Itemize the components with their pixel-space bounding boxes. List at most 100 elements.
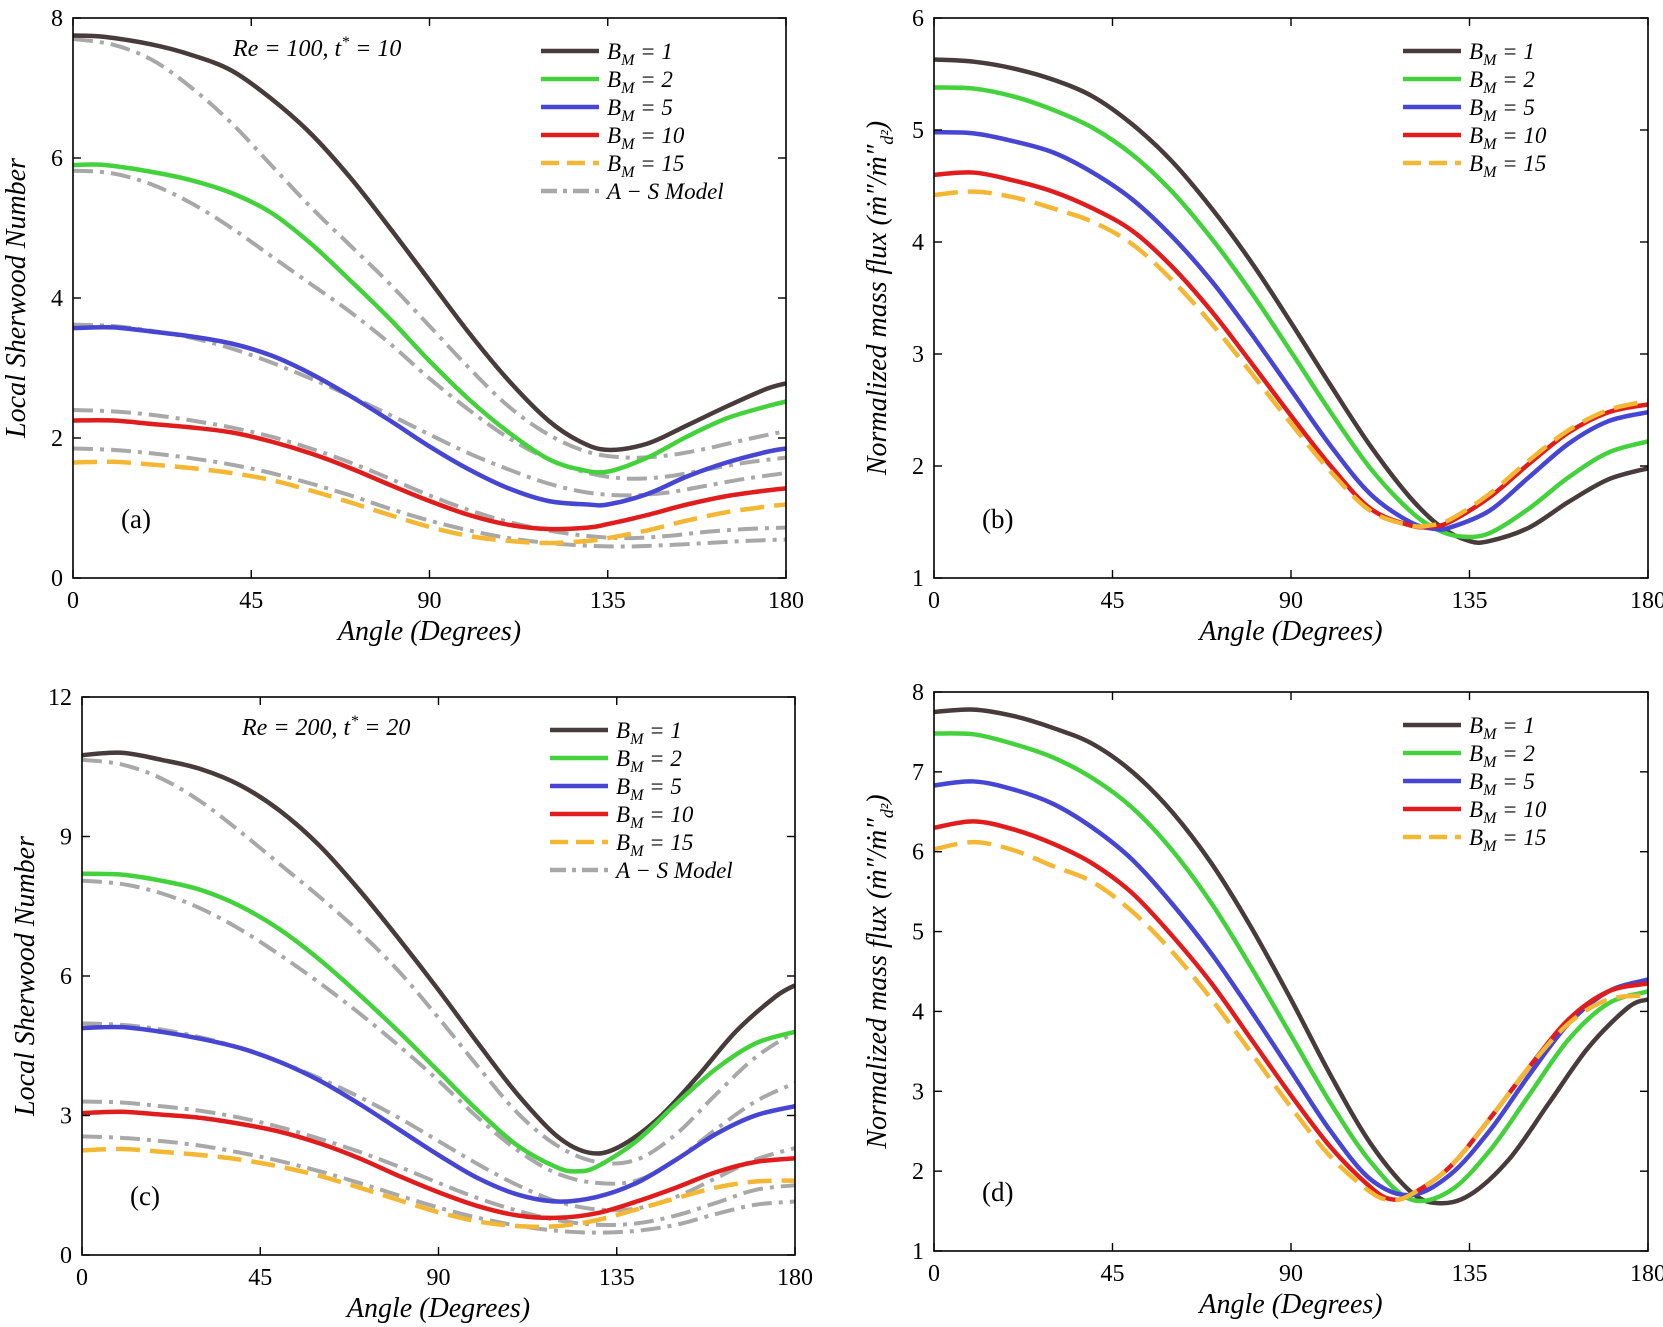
legend-label: BM = 2 (1469, 67, 1535, 97)
panel-label: (d) (982, 1177, 1013, 1207)
y-tick-label: 3 (912, 342, 924, 368)
y-tick-label: 2 (912, 454, 924, 480)
series-line-as-model (82, 878, 795, 1186)
series-line-as-model (73, 322, 786, 498)
series-group (73, 33, 786, 549)
plot-frame (933, 17, 1649, 579)
y-tick-label: 12 (48, 685, 72, 711)
legend-label: BM = 2 (607, 67, 673, 97)
x-tick-label: 135 (1452, 1261, 1488, 1287)
series-line-bm1 (934, 57, 1648, 545)
y-tick-label: 4 (912, 230, 924, 256)
x-tick-label: 90 (1279, 1261, 1303, 1287)
y-axis-label: Normalized mass flux (ṁ″/ṁ″d²) (862, 794, 897, 1149)
y-tick-label: 6 (51, 146, 63, 172)
panel-label: (a) (121, 504, 151, 534)
series-line-bm2 (82, 871, 795, 1174)
x-tick-label: 180 (1630, 588, 1663, 614)
y-tick-label: 3 (60, 1104, 72, 1130)
y-tick-label: 4 (912, 999, 924, 1025)
series-line-bm10 (73, 417, 786, 532)
parameter-annotation: Re = 200, t* = 20 (241, 713, 410, 741)
x-tick-label: 0 (928, 1261, 940, 1287)
series-line-bm1 (934, 707, 1648, 1206)
series-line-bm2 (73, 162, 786, 475)
y-tick-label: 0 (51, 566, 63, 592)
panel-label: (c) (130, 1181, 160, 1211)
x-tick-label: 180 (1630, 1261, 1663, 1287)
x-axis-label: Angle (Degrees) (1197, 616, 1382, 647)
y-tick-label: 3 (912, 1079, 924, 1105)
series-line-bm15 (73, 459, 786, 546)
y-tick-label: 4 (51, 286, 63, 312)
legend-label: BM = 15 (1469, 151, 1546, 181)
legend-label: BM = 10 (616, 802, 694, 832)
plot-frame (933, 691, 1649, 1252)
x-tick-label: 135 (599, 1265, 635, 1291)
y-axis-label: Local Sherwood Number (10, 836, 41, 1117)
legend-label: BM = 10 (607, 123, 685, 153)
y-tick-label: 7 (912, 760, 924, 786)
legend-label: BM = 15 (616, 830, 693, 860)
series-line-as-model (73, 168, 786, 481)
legend-label: BM = 5 (616, 774, 682, 804)
x-tick-label: 0 (928, 588, 940, 614)
series-line-as-model (82, 757, 795, 1166)
x-tick-label: 135 (590, 588, 626, 614)
legend-label: BM = 5 (1469, 769, 1535, 799)
series-line-bm2 (934, 731, 1648, 1204)
y-tick-label: 1 (912, 566, 924, 592)
legend-label: A − S Model (614, 858, 733, 883)
y-tick-label: 2 (51, 426, 63, 452)
x-tick-label: 0 (67, 588, 79, 614)
series-line-bm5 (82, 1024, 795, 1204)
x-tick-label: 90 (427, 1265, 451, 1291)
x-tick-label: 0 (76, 1265, 88, 1291)
panel-c: 0 45 90 135 180 0 3 6 9 12 Angle (Degrees) Local Sh… (10, 685, 813, 1324)
panel-label: (b) (982, 504, 1013, 534)
plot-frame (81, 696, 796, 1256)
x-axis-label: Angle (Degrees) (1197, 1289, 1382, 1320)
series-line-bm10 (82, 1109, 795, 1221)
series-group (82, 750, 795, 1235)
y-tick-label: 8 (912, 680, 924, 706)
legend-label: BM = 1 (1469, 39, 1535, 69)
y-tick-label: 6 (912, 840, 924, 866)
series-line-as-model (82, 1134, 795, 1235)
series-line-bm15 (934, 839, 1648, 1203)
y-axis-label: Local Sherwood Number (1, 158, 32, 439)
x-tick-label: 45 (239, 588, 263, 614)
y-tick-label: 1 (912, 1239, 924, 1265)
legend-label: BM = 15 (1469, 825, 1546, 855)
x-tick-label: 45 (1101, 588, 1125, 614)
legend-label: BM = 1 (607, 39, 673, 69)
x-tick-label: 180 (777, 1265, 813, 1291)
x-tick-label: 45 (1101, 1261, 1125, 1287)
y-tick-label: 9 (60, 825, 72, 851)
x-axis-label: Angle (Degrees) (345, 1293, 530, 1324)
series-line-as-model (82, 1099, 795, 1228)
x-axis-label: Angle (Degrees) (336, 616, 521, 647)
legend-label: BM = 15 (607, 151, 684, 181)
series-line-bm15 (82, 1146, 795, 1230)
legend-label: BM = 1 (1469, 713, 1535, 743)
legend-label: BM = 5 (1469, 95, 1535, 125)
y-tick-label: 5 (912, 920, 924, 946)
series-line-bm15 (934, 189, 1648, 529)
series-line-bm1 (73, 33, 786, 453)
x-tick-label: 90 (418, 588, 442, 614)
x-tick-label: 45 (248, 1265, 272, 1291)
y-tick-label: 6 (60, 964, 72, 990)
series-line-bm5 (73, 324, 786, 508)
series-line-bm5 (934, 129, 1648, 532)
series-group (934, 57, 1648, 545)
legend-label: BM = 2 (1469, 741, 1535, 771)
series-line-as-model (73, 408, 786, 541)
series-line-bm1 (82, 750, 795, 1156)
